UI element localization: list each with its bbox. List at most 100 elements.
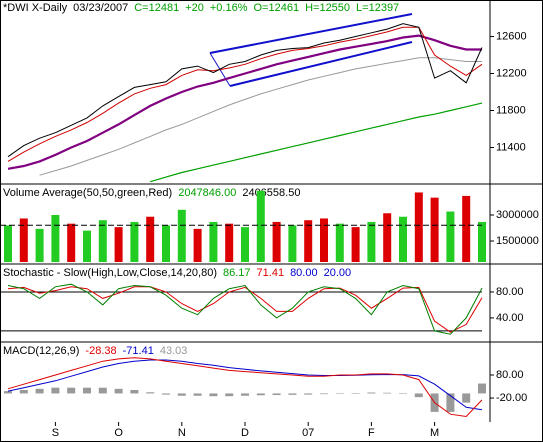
bar bbox=[67, 223, 76, 262]
panel-title: *DWI X-Daily bbox=[3, 2, 68, 14]
y-tick-label: 12200 bbox=[496, 67, 527, 79]
bar bbox=[209, 221, 218, 262]
bar bbox=[241, 227, 249, 262]
bar bbox=[130, 221, 139, 262]
x-tick-label: D bbox=[241, 427, 249, 439]
bar bbox=[399, 393, 407, 394]
bar bbox=[67, 387, 76, 394]
panel-header: *DWI X-Daily 03/23/2007 C=12481 +20 +0.16% O=… bbox=[3, 2, 399, 14]
info-value: +20 bbox=[185, 2, 204, 14]
info-value: L=12397 bbox=[356, 2, 399, 14]
info-value: +0.16% bbox=[210, 2, 248, 14]
panel-title: Stochastic - Slow(High,Low,Close,14,20,8… bbox=[3, 267, 217, 279]
bar bbox=[304, 393, 313, 395]
bar bbox=[98, 387, 107, 394]
bar bbox=[383, 392, 392, 394]
bar bbox=[256, 393, 265, 396]
info-value: H=12550 bbox=[305, 2, 350, 14]
bar bbox=[19, 389, 28, 394]
bar bbox=[320, 218, 328, 262]
y-tick-label: 1500000 bbox=[496, 235, 539, 247]
bar bbox=[446, 393, 455, 412]
bar bbox=[272, 393, 281, 396]
bar bbox=[162, 393, 170, 395]
bar bbox=[335, 223, 344, 262]
y-tick-label: 80.00 bbox=[496, 286, 524, 298]
bar bbox=[225, 223, 234, 262]
info-value: 2047846.00 bbox=[178, 187, 236, 199]
bar bbox=[367, 392, 376, 394]
bar bbox=[51, 387, 60, 394]
y-tick-label: 11800 bbox=[496, 104, 526, 116]
average-value: 2406558.50 bbox=[242, 187, 300, 199]
bar bbox=[98, 220, 107, 262]
bar bbox=[146, 392, 155, 394]
bar bbox=[4, 391, 12, 394]
bar bbox=[272, 221, 281, 262]
channel-line bbox=[209, 13, 413, 54]
info-value: O=12461 bbox=[254, 2, 300, 14]
y-tick-label: 12600 bbox=[496, 30, 527, 42]
bar bbox=[146, 216, 155, 262]
x-tick-label: 07 bbox=[302, 427, 314, 439]
bar bbox=[256, 190, 265, 262]
x-tick-label: S bbox=[52, 427, 59, 439]
bar bbox=[193, 228, 202, 262]
series-line bbox=[7, 283, 483, 335]
series-line bbox=[150, 102, 483, 183]
info-value: -71.41 bbox=[123, 345, 154, 357]
x-tick-label: N bbox=[178, 427, 186, 439]
bar bbox=[430, 197, 439, 262]
x-tick-label: M bbox=[430, 427, 439, 439]
info-value: C=12481 bbox=[134, 2, 179, 14]
bar bbox=[351, 393, 360, 394]
bar bbox=[35, 228, 44, 262]
bar bbox=[83, 230, 91, 262]
bar bbox=[288, 393, 297, 395]
bar bbox=[367, 221, 376, 262]
bar bbox=[209, 393, 218, 397]
bar bbox=[304, 220, 313, 262]
x-tick-label: F bbox=[368, 427, 375, 439]
bar bbox=[114, 388, 123, 394]
panel-header: Volume Average(50,50,green,Red) 2047846.0… bbox=[3, 187, 300, 199]
level-value: 20.00 bbox=[324, 267, 352, 279]
bar bbox=[241, 393, 249, 396]
series-line bbox=[7, 23, 483, 158]
y-tick-label: 11400 bbox=[496, 141, 526, 153]
bar bbox=[35, 388, 44, 394]
y-tick-label: 80.00 bbox=[496, 369, 524, 381]
bar bbox=[462, 393, 471, 403]
series-line bbox=[7, 26, 483, 162]
bar bbox=[399, 216, 407, 262]
bar bbox=[177, 393, 186, 396]
bar bbox=[414, 192, 423, 262]
y-tick-label: -20.00 bbox=[496, 392, 527, 404]
bar bbox=[351, 227, 360, 262]
panel-title: Volume Average(50,50,green,Red) bbox=[3, 187, 172, 199]
bar bbox=[114, 227, 123, 262]
level-value: 80.00 bbox=[290, 267, 318, 279]
bar bbox=[225, 393, 234, 397]
series-line bbox=[7, 34, 482, 170]
bar bbox=[177, 209, 186, 262]
bar bbox=[320, 393, 328, 395]
bar bbox=[335, 392, 344, 394]
bar bbox=[51, 215, 60, 262]
bar bbox=[383, 213, 392, 262]
y-tick-label: 3000000 bbox=[496, 209, 539, 221]
bar bbox=[193, 393, 202, 396]
bar bbox=[288, 225, 297, 262]
info-value: 86.17 bbox=[223, 267, 251, 279]
bar bbox=[83, 387, 91, 394]
bar bbox=[130, 389, 139, 394]
bar bbox=[414, 393, 423, 398]
info-value: 03/23/2007 bbox=[73, 2, 128, 14]
series-line bbox=[7, 357, 483, 418]
series-line bbox=[39, 57, 482, 176]
panel-header: Stochastic - Slow(High,Low,Close,14,20,8… bbox=[3, 267, 351, 279]
bar bbox=[4, 225, 12, 262]
channel-line bbox=[229, 41, 413, 87]
bar bbox=[478, 221, 486, 262]
